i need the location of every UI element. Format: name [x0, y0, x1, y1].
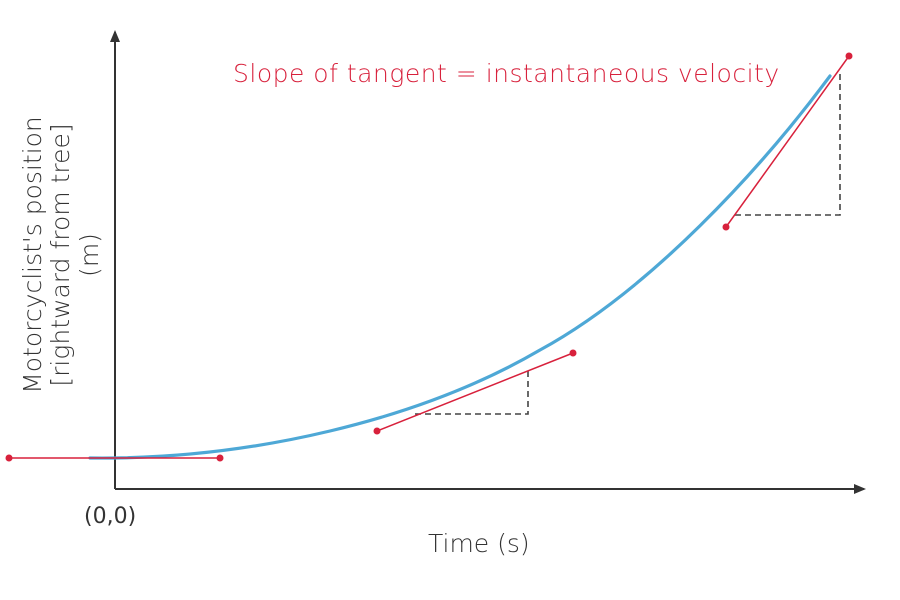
tangent-2-end-point: [569, 349, 577, 357]
slope-triangle-1: [415, 368, 529, 415]
tangent-line-2: [373, 349, 577, 435]
y-axis-label: Motorcyclist's position [rightward from …: [18, 116, 104, 394]
position-curve: [88, 74, 832, 460]
tangent-3-start-point: [722, 223, 730, 231]
tangent-line-3: [722, 52, 853, 231]
tangent-line-1: [5, 454, 224, 462]
tangent-3-end-point: [845, 52, 853, 60]
y-axis-label-line-3: (m): [75, 233, 104, 277]
slope-triangle-2: [735, 72, 841, 216]
y-axis-label-line-2: [rightward from tree]: [46, 123, 75, 386]
origin-label: (0,0): [84, 504, 136, 529]
tangent-2-start-point: [373, 427, 381, 435]
tangent-1-end-point: [216, 454, 224, 462]
tangent-1-start-point: [5, 454, 13, 462]
x-axis-label: Time (s): [428, 529, 530, 558]
diagram-title: Slope of tangent = instantaneous velocit…: [233, 59, 780, 88]
y-axis-label-line-1: Motorcyclist's position: [18, 116, 47, 394]
